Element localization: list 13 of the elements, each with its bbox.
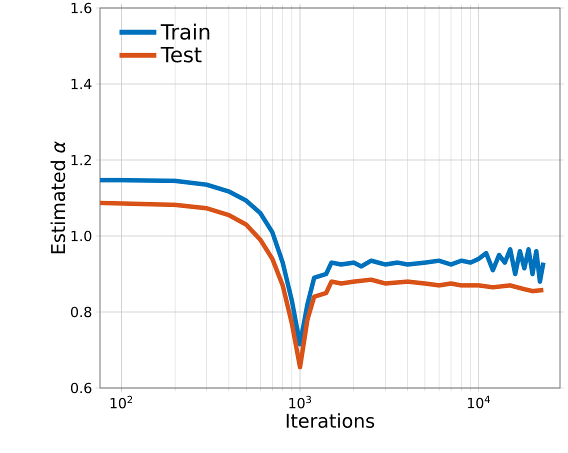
x-tick-label: 10$^{2}$: [110, 396, 132, 408]
y-tick-label: 1.2: [72, 154, 91, 166]
y-tick-label: 1.4: [72, 78, 92, 90]
x-tick-label: 10$^{3}$: [289, 396, 311, 408]
y-tick-label: 0.6: [70, 382, 92, 394]
y-axis-title: Estimated α: [50, 141, 66, 254]
y-tick-label: 0.8: [70, 306, 92, 318]
legend-label: Test: [160, 46, 202, 62]
y-tick-label: 1.6: [72, 2, 92, 14]
legend-label: Train: [160, 24, 210, 40]
y-tick-label: 1.0: [72, 230, 92, 242]
x-tick-label: 10$^{4}$: [468, 396, 490, 408]
x-axis-title: Iterations: [286, 413, 374, 428]
